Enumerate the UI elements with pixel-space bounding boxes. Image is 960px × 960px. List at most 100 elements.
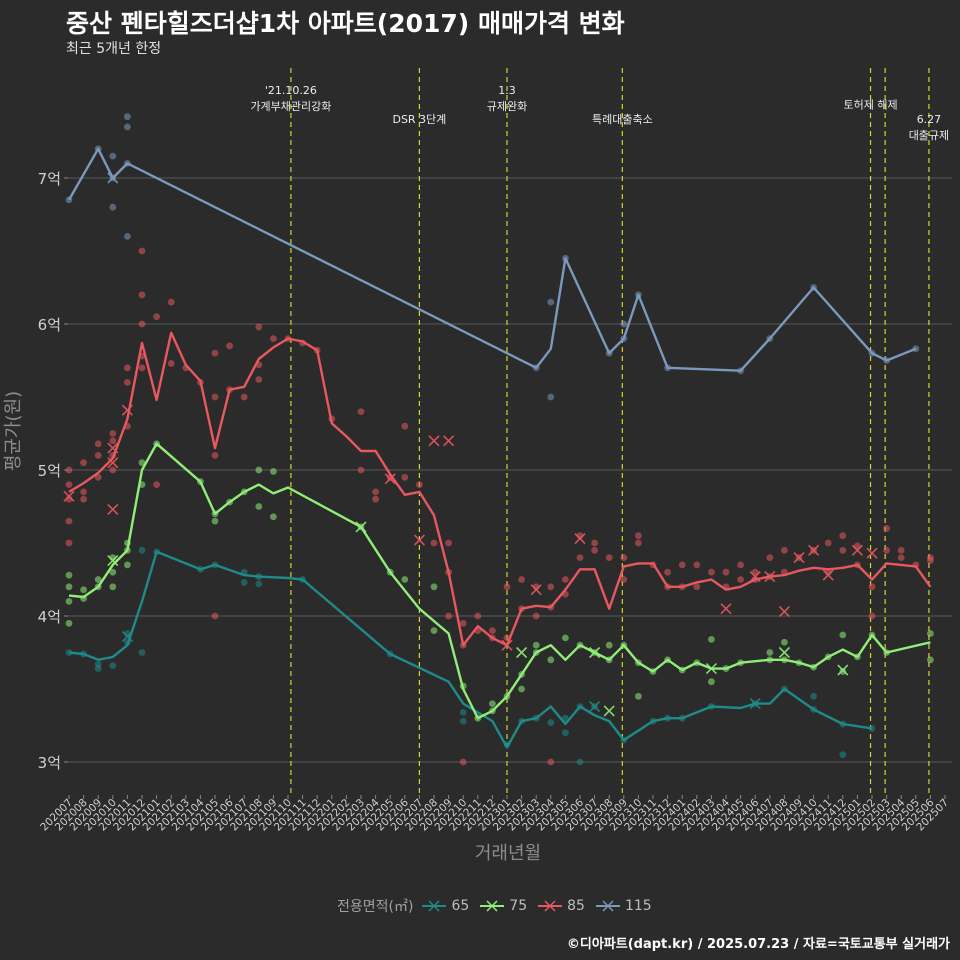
data-point-115 (109, 152, 117, 160)
data-point-85 (781, 546, 788, 554)
legend-item-65[interactable]: 65 (421, 893, 469, 919)
data-point-75 (605, 641, 613, 649)
cross-marker-85 (574, 533, 586, 545)
series-line-65 (68, 550, 873, 749)
data-point-65 (810, 692, 817, 700)
cross-marker-85 (808, 544, 820, 556)
data-point-85 (65, 539, 73, 547)
data-point-65 (459, 708, 467, 716)
data-point-85 (693, 583, 701, 591)
data-point-85 (737, 561, 744, 569)
x-axis-ticks: 2020072020082020092020102020112020122021… (38, 795, 951, 833)
cross-marker-65 (749, 698, 761, 710)
data-point-85 (372, 495, 379, 503)
data-point-65 (562, 729, 569, 737)
data-points (65, 113, 934, 766)
data-point-85 (547, 758, 555, 766)
data-point-65 (240, 579, 248, 586)
cross-marker-85 (107, 442, 119, 454)
data-point-85 (94, 473, 102, 481)
policy-label: DSR 3단계 (392, 113, 446, 126)
data-point-75 (839, 668, 847, 675)
data-point-85 (211, 452, 219, 459)
data-point-85 (591, 539, 598, 547)
y-tick-label: 3억 (38, 754, 61, 772)
legend: 전용면적(㎡) 65 75 85 115 (0, 893, 960, 919)
legend-key-icon (595, 900, 620, 912)
data-point-75 (430, 627, 438, 634)
data-point-85 (226, 342, 234, 350)
legend-key-icon (538, 900, 563, 912)
data-point-65 (547, 719, 555, 726)
cross-marker-85 (384, 473, 396, 485)
data-point-85 (737, 576, 744, 583)
data-point-85 (211, 349, 219, 357)
source-caption: ©디아파트(dapt.kr) / 2025.07.23 / 자료=국토교통부 실… (566, 937, 950, 952)
policy-label: 규제완화 (487, 100, 527, 113)
cross-marker-75 (516, 646, 528, 659)
cross-marker-85 (764, 571, 776, 583)
legend-item-115[interactable]: 115 (595, 893, 652, 919)
cross-marker-85 (443, 435, 455, 447)
data-point-85 (897, 546, 905, 554)
policy-label: '21.10.26 (265, 84, 317, 97)
legend-label: 85 (567, 898, 585, 914)
data-point-85 (678, 561, 686, 569)
series-lines (67, 147, 932, 749)
data-point-85 (255, 376, 263, 383)
data-point-85 (635, 532, 642, 540)
data-point-85 (372, 488, 379, 496)
cross-marker-85 (413, 534, 425, 546)
data-point-85 (635, 539, 642, 547)
data-point-85 (474, 612, 482, 620)
data-point-65 (94, 660, 102, 668)
data-point-85 (80, 459, 87, 467)
data-point-85 (518, 576, 525, 583)
y-tick-label: 5억 (38, 462, 61, 480)
policy-label: 6.27 (917, 113, 942, 126)
legend-title: 전용면적(㎡) (337, 899, 414, 915)
data-point-85 (591, 546, 598, 554)
data-point-85 (401, 473, 409, 481)
data-point-85 (824, 539, 832, 547)
data-point-75 (562, 634, 569, 642)
cross-marker-85 (720, 603, 732, 615)
data-point-75 (94, 576, 102, 583)
cross-marker-85 (778, 606, 790, 618)
data-point-85 (532, 612, 540, 620)
grid-lines (68, 177, 952, 763)
data-point-65 (576, 758, 584, 766)
data-point-85 (430, 539, 438, 547)
data-point-85 (766, 554, 774, 561)
cross-marker-85 (822, 569, 834, 581)
policy-label: 가계부채관리강화 (250, 100, 331, 113)
legend-item-85[interactable]: 85 (537, 893, 585, 919)
data-point-75 (532, 641, 540, 649)
cross-marker-75 (107, 554, 119, 567)
data-point-85 (94, 452, 102, 459)
data-point-75 (708, 635, 715, 643)
chart-subtitle: 최근 5개년 한정 (66, 41, 162, 57)
data-point-75 (65, 598, 73, 605)
data-point-85 (839, 532, 847, 540)
data-point-85 (897, 554, 905, 561)
data-point-115 (124, 113, 131, 121)
cross-marker-75 (589, 646, 601, 659)
data-point-85 (401, 422, 409, 430)
cross-marker-85 (121, 404, 133, 416)
legend-item-75[interactable]: 75 (479, 893, 527, 919)
data-point-85 (109, 430, 117, 437)
cross-marker-85 (428, 435, 440, 447)
data-point-75 (80, 586, 87, 594)
data-point-85 (357, 408, 365, 415)
data-point-75 (109, 583, 117, 591)
data-point-75 (65, 619, 73, 627)
chart-title: 중산 펜타힐즈더샵1차 아파트(2017) 매매가격 변화 (66, 9, 625, 38)
data-point-85 (211, 612, 219, 620)
data-point-115 (620, 320, 628, 328)
data-point-85 (211, 393, 219, 401)
data-point-85 (868, 583, 876, 591)
data-point-85 (664, 568, 671, 576)
